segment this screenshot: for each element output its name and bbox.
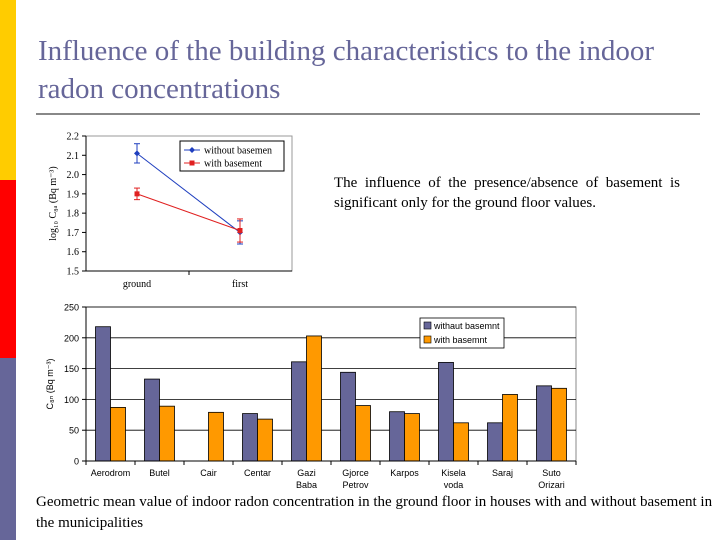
bar [306, 335, 322, 462]
bar-y-tick-label: 250 [64, 303, 79, 313]
bar [453, 422, 469, 462]
bar [257, 418, 273, 462]
bar-category-label: Aerodrom [91, 468, 131, 478]
bar-legend [419, 317, 505, 349]
bar [110, 407, 126, 462]
bar-y-tick-label: 150 [64, 364, 79, 374]
line-y-tick-label: 1.9 [67, 189, 80, 200]
bar-category-label: Petrov [342, 480, 369, 490]
bar [208, 411, 224, 462]
bar [340, 371, 356, 462]
body-text: The influence of the presence/absence of… [334, 175, 680, 211]
legend-marker [189, 160, 195, 166]
bar [404, 413, 420, 462]
bar [355, 405, 371, 462]
bar-y-tick-label: 100 [64, 395, 79, 405]
data-point [237, 228, 243, 233]
line-y-tick-label: 2.2 [67, 132, 80, 143]
bar [502, 394, 518, 462]
legend-swatch [423, 335, 432, 344]
legend-label: withaut basemnt [433, 321, 500, 331]
line-legend [179, 140, 285, 172]
bar [438, 362, 454, 462]
bar-category-label: Gjorce [342, 468, 369, 478]
bar-category-label: Karpos [390, 468, 419, 478]
bar [536, 385, 552, 462]
bar [291, 361, 307, 462]
legend-label: without basemen [204, 146, 272, 157]
line-y-tick-label: 2.0 [67, 170, 80, 181]
bar [389, 411, 405, 462]
figure-caption: Geometric mean value of indoor radon con… [36, 494, 713, 531]
bar [242, 413, 258, 462]
bar-category-label: Orizari [538, 480, 565, 490]
bar-category-label: Cair [200, 468, 217, 478]
accent-strip-blue [0, 358, 16, 540]
line-y-tick-label: 1.7 [67, 228, 80, 239]
line-y-tick-label: 1.8 [67, 209, 80, 220]
bar-category-label: Suto [542, 468, 561, 478]
line-y-tick-label: 1.6 [67, 247, 80, 258]
legend-label: with basement [204, 159, 262, 170]
bar-y-axis-label: C₈ₙ (Bq m⁻³) [45, 358, 55, 409]
line-y-tick-label: 1.5 [67, 267, 80, 278]
bar-category-label: Butel [149, 468, 170, 478]
line-y-axis-label: log₁₀ C₈ₐ (Bq m⁻³) [48, 166, 59, 241]
legend-swatch [423, 321, 432, 330]
bar-category-label: Gazi [297, 468, 316, 478]
line-series-0 [136, 152, 241, 233]
bar [95, 326, 111, 462]
data-point [134, 150, 140, 157]
line-x-tick-label: ground [123, 279, 151, 290]
slide-title: Influence of the building characteristic… [38, 35, 655, 105]
bar-category-label: Baba [296, 480, 317, 490]
bar-category-label: Saraj [492, 468, 513, 478]
bar-y-tick-label: 50 [69, 426, 79, 436]
bar-category-label: voda [444, 480, 464, 490]
bar-y-tick-label: 200 [64, 333, 79, 343]
line-series-1 [136, 193, 241, 231]
accent-strip-yellow [0, 0, 16, 180]
data-point [134, 191, 140, 197]
legend-marker [189, 147, 195, 153]
bar [551, 387, 567, 462]
bar [487, 422, 503, 462]
legend-label: with basemnt [433, 335, 488, 345]
line-x-tick-label: first [232, 279, 248, 290]
bar-y-tick-label: 0 [74, 457, 79, 467]
line-y-tick-label: 2.1 [67, 151, 80, 162]
title-divider [36, 113, 700, 115]
bar-category-label: Centar [244, 468, 271, 478]
accent-strip-red [0, 180, 16, 358]
bar [159, 405, 175, 462]
bar-category-label: Kisela [441, 468, 466, 478]
bar [144, 378, 160, 462]
